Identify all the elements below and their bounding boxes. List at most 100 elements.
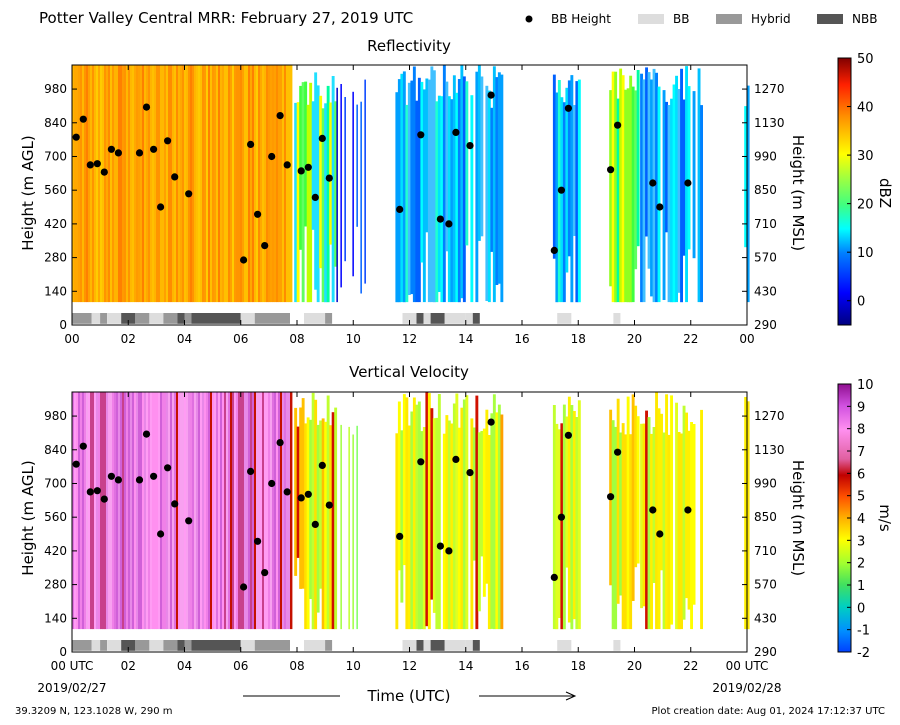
echo-strip xyxy=(282,65,285,303)
echo-strip xyxy=(614,426,618,630)
echo-strip xyxy=(160,65,163,303)
bb-height-point xyxy=(72,460,80,468)
reflectivity-bb-height-points xyxy=(72,91,692,264)
echo-strip xyxy=(186,392,189,630)
colorbar-tick-label: 6 xyxy=(857,467,865,482)
echo-strip xyxy=(311,101,315,230)
echo-strip xyxy=(236,65,239,303)
bb-class-segment xyxy=(472,640,480,651)
bb-height-point xyxy=(445,547,453,555)
echo-strip xyxy=(687,86,691,250)
echo-strip xyxy=(667,434,671,630)
colorbar-tick-label: 10 xyxy=(857,246,874,261)
figure-title: Potter Valley Central MRR: February 27, … xyxy=(39,9,413,27)
y-tick-label-left: 560 xyxy=(44,183,67,197)
echo-strip xyxy=(402,71,406,303)
bb-class-segment xyxy=(465,640,473,651)
bb-height-point xyxy=(684,506,692,514)
bb-height-point xyxy=(325,501,333,509)
bb-class-segment xyxy=(240,640,255,651)
echo-strip xyxy=(301,82,305,303)
echo-strip xyxy=(194,392,197,630)
echo-strip xyxy=(447,96,451,303)
echo-strip xyxy=(122,392,125,630)
bb-height-point xyxy=(487,91,495,99)
echo-strip xyxy=(314,72,318,290)
echo-strip xyxy=(152,392,155,630)
echo-strip xyxy=(485,409,489,584)
y-tick-label-left: 420 xyxy=(44,544,67,558)
bb-class-segment xyxy=(184,640,192,651)
colorbar-tick-label: 8 xyxy=(857,423,865,438)
echo-strip xyxy=(164,65,167,303)
echo-strip xyxy=(294,102,298,303)
echo-strip xyxy=(296,426,300,558)
echo-strip xyxy=(462,399,466,630)
y-tick-label-right: 430 xyxy=(754,611,777,625)
bb-height-point xyxy=(396,532,404,541)
echo-strip xyxy=(90,392,93,630)
echo-strip xyxy=(202,65,205,303)
echo-strip xyxy=(677,89,681,293)
legend-hybrid-label: Hybrid xyxy=(751,12,791,26)
echo-strip xyxy=(442,65,446,303)
echo-strip xyxy=(650,433,653,630)
echo-strip xyxy=(417,77,421,303)
echo-strip xyxy=(662,90,666,300)
echo-strip xyxy=(196,65,199,303)
bb-class-segment xyxy=(163,640,178,651)
echo-strip xyxy=(98,65,101,303)
bb-class-segment xyxy=(325,313,333,324)
echo-strip xyxy=(84,65,87,303)
echo-strip xyxy=(650,79,653,297)
echo-strip xyxy=(344,97,346,262)
x-axis-label: Time (UTC) xyxy=(367,687,451,705)
echo-strip xyxy=(455,92,459,303)
echo-strip xyxy=(220,65,223,303)
echo-strip xyxy=(360,101,362,294)
echo-strip xyxy=(188,65,191,303)
y-tick-label-right: 570 xyxy=(754,578,777,592)
echo-strip xyxy=(314,399,318,630)
echo-strip xyxy=(228,392,231,630)
echo-strip xyxy=(72,392,75,630)
echo-strip xyxy=(647,72,651,269)
y-tick-label-left: 840 xyxy=(44,116,67,130)
bb-height-point xyxy=(614,121,622,129)
velocity-field xyxy=(72,392,750,630)
echo-strip xyxy=(222,65,225,303)
echo-strip xyxy=(334,101,338,267)
echo-strip xyxy=(324,421,328,630)
echo-strip xyxy=(136,65,139,303)
echo-strip xyxy=(86,392,89,630)
bb-height-point xyxy=(261,242,269,250)
legend: BB Height BB Hybrid NBB xyxy=(525,12,877,26)
echo-strip xyxy=(110,65,113,303)
echo-strip xyxy=(248,392,251,630)
x-tick-label: 22 xyxy=(683,659,698,673)
echo-strip xyxy=(178,392,181,630)
echo-strip xyxy=(222,392,225,630)
x-tick-label: 00 UTC xyxy=(51,659,94,673)
echo-strip xyxy=(240,65,243,303)
bb-height-point xyxy=(135,149,144,157)
echo-strip xyxy=(96,392,99,630)
echo-strip xyxy=(80,65,83,303)
echo-strip xyxy=(437,95,441,292)
echo-strip xyxy=(224,392,227,630)
echo-strip xyxy=(487,435,491,630)
echo-strip xyxy=(246,392,249,630)
echo-strip xyxy=(690,422,693,630)
echo-strip xyxy=(204,392,207,630)
echo-strip xyxy=(174,392,177,630)
x-tick-label: 20 xyxy=(627,659,642,673)
bb-height-point xyxy=(185,517,193,525)
reflectivity-ylabel-right: Height (m MSL) xyxy=(789,135,807,251)
echo-strip xyxy=(665,101,668,233)
colorbar-tick-label: 0 xyxy=(857,295,865,310)
echo-strip xyxy=(567,80,571,257)
echo-strip xyxy=(422,89,426,303)
bb-height-point xyxy=(150,472,158,480)
echo-strip xyxy=(100,65,103,303)
echo-strip xyxy=(260,392,263,630)
